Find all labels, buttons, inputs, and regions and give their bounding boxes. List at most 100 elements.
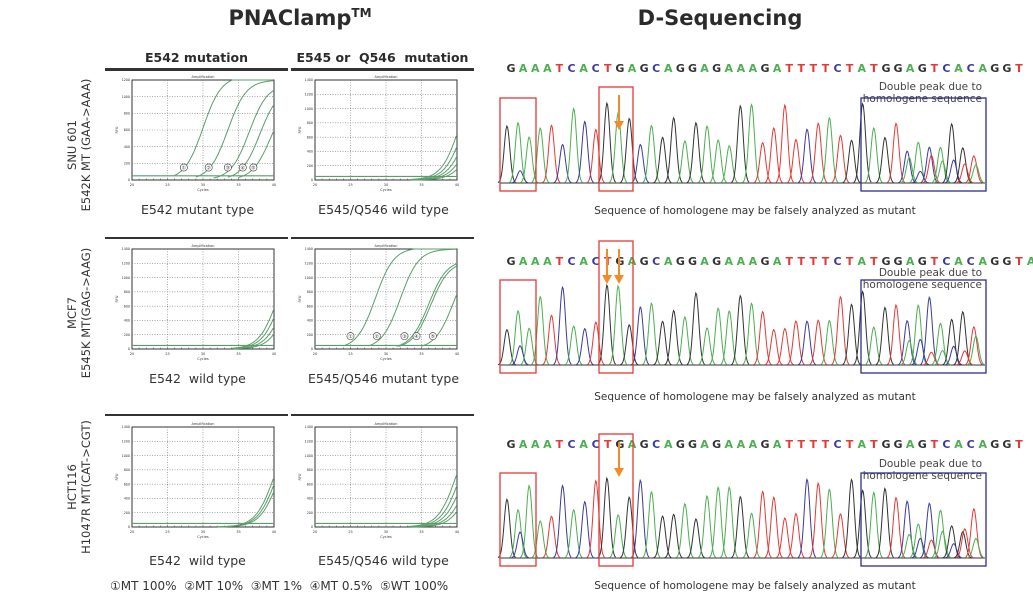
curve-marker-circle [249,163,258,172]
trace-peak [720,144,739,184]
x-tick-label: 30 [384,183,388,187]
base-letter: T [809,255,818,268]
base-letter: A [736,255,746,268]
y-tick-label: 600 [307,135,313,139]
amplification-curve [174,79,274,176]
base-letter: A [905,62,915,75]
y-tick-label: 400 [124,497,130,501]
base-letter: T [604,438,612,451]
base-letter: C [591,255,600,268]
trace-peak [775,517,794,559]
base-letter: C [966,438,975,451]
y-tick-label: 0 [128,525,130,529]
y-tick-label: 600 [124,128,130,132]
base-letter: A [579,255,588,268]
row-mutation: H1047R MT(CAT->CGT) [79,420,93,554]
base-letter: G [1002,62,1012,75]
base-letter: G [687,255,697,268]
trace-peak [553,285,572,365]
trace-peak [742,103,761,183]
x-tick-label: 40 [455,352,459,356]
x-tick-label: 20 [313,352,317,356]
x-tick-label: 35 [236,530,240,534]
x-tick-label: 40 [455,183,459,187]
y-tick-label: 800 [124,290,130,294]
y-axis-label: RFU [298,473,302,480]
highlight-box-start [499,97,537,192]
base-letter: T [845,438,854,451]
y-tick-label: 1200 [122,439,130,443]
base-letter: C [966,255,975,268]
trace-peak [586,128,605,184]
base-letter: A [664,255,673,268]
trace-peak [653,136,672,184]
trace-peak [842,139,861,184]
base-letter: T [809,62,818,75]
double-peak-box [860,279,987,374]
base-letter: T [821,255,830,268]
y-tick-label: 1200 [122,78,130,82]
y-axis-label: RFU [115,126,119,133]
x-axis-label: Cycles [380,535,392,539]
base-letter: G [1002,255,1012,268]
y-tick-label: 0 [311,525,313,529]
base-letter: G [615,62,625,75]
x-tick-label: 20 [130,183,134,187]
base-letter: G [990,62,1000,75]
pnaclamp-title-text: PNAClamp [228,6,352,30]
base-letter: A [857,255,867,268]
trace-peak [575,327,594,366]
base-letter: T [785,62,793,75]
pcr-caption-r2c0: E542 wild type [149,553,246,568]
base-letter: T [845,255,854,268]
codon-box [598,86,634,192]
column-rule-e545 [291,68,474,71]
base-letter: G [881,255,891,268]
trace-peak [631,143,650,184]
y-tick-label: 600 [307,304,313,308]
y-axis-label: RFU [115,473,119,480]
base-letter: A [857,438,867,451]
y-tick-label: 1400 [122,247,130,251]
trace-peak [775,103,794,183]
base-letter: C [942,62,951,75]
amplification-curve [218,492,274,528]
amplification-curve [227,105,274,178]
y-tick-label: 600 [124,304,130,308]
base-letter: C [591,62,600,75]
secondary-peak [922,539,941,559]
base-letter: A [772,255,782,268]
y-tick-label: 1400 [305,247,313,251]
trace-peak [620,117,639,183]
trace-peak [575,500,594,559]
secondary-peak [966,537,985,559]
base-letter: G [760,438,770,451]
base-letter: A [579,438,588,451]
base-letter: A [627,255,637,268]
base-letter: A [664,438,673,451]
secondary-peak [510,531,529,559]
trace-peak [542,314,561,366]
x-tick-label: 20 [313,530,317,534]
y-tick-label: 400 [307,319,313,323]
y-tick-label: 800 [124,468,130,472]
base-letter: A [700,62,709,75]
curve-marker-label: ⑤ [431,334,435,340]
pnaclamp-title: PNAClampTM [150,6,450,30]
pcr-caption-r0c0: E542 mutant type [140,202,255,217]
base-letter: G [639,438,649,451]
trace-peak [964,155,983,184]
trace-peak [897,500,917,559]
curve-marker-label: ③ [402,334,406,340]
base-letter: A [748,62,758,75]
base-letter: C [652,438,661,451]
row-label-mcf7: MCF7 E545K MT(GAG->AAG) [65,233,95,393]
base-letter: A [736,438,746,451]
base-letter: C [833,438,842,451]
base-letter: A [857,62,867,75]
base-letter: G [675,438,685,451]
curve-marker-circle [400,332,409,341]
x-tick-label: 35 [419,183,423,187]
